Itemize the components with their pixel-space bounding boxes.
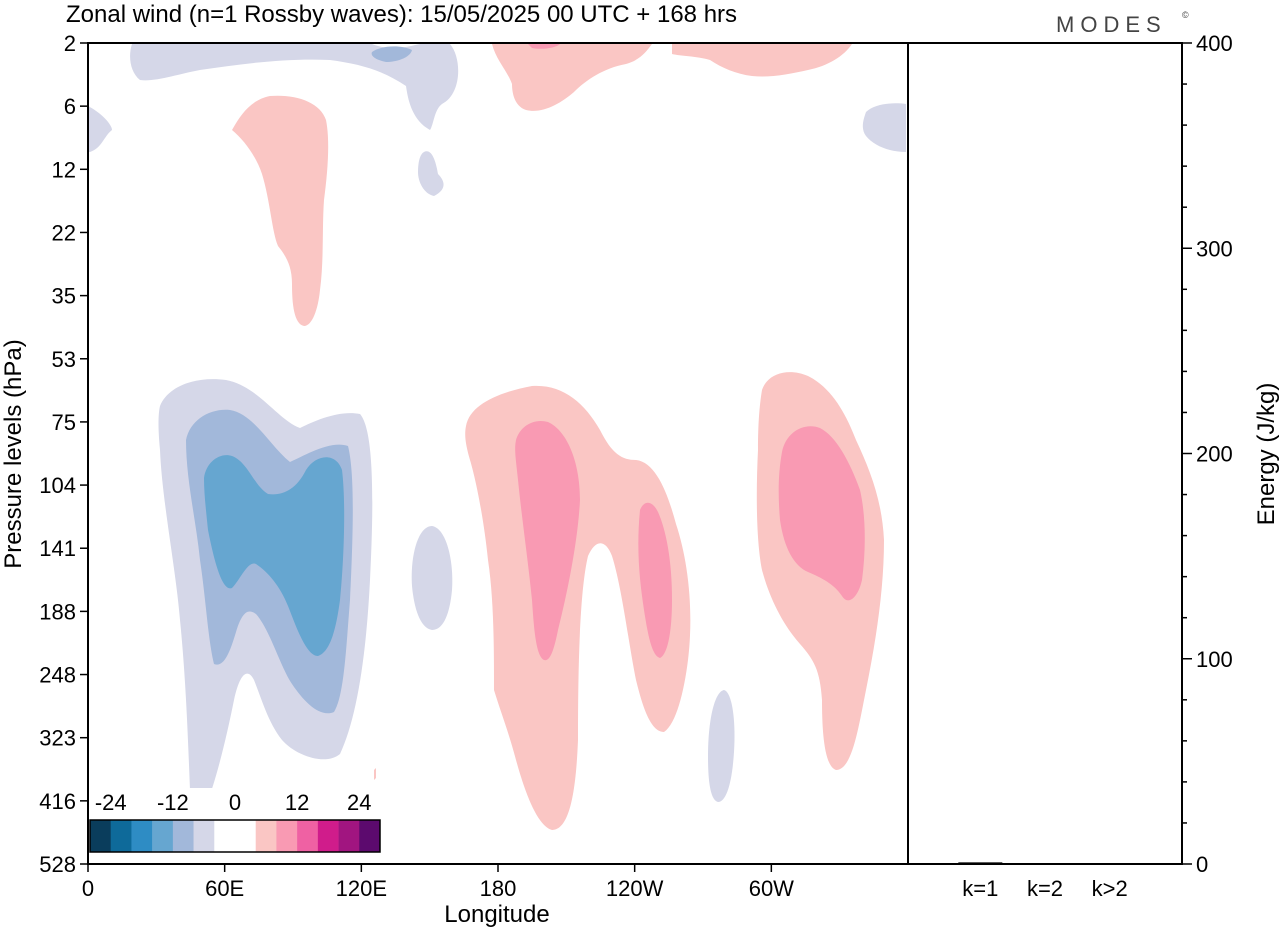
y-tick-label: 528 (39, 852, 76, 877)
energy-bar-k=2 (1023, 863, 1067, 864)
contour-negative-level1 (411, 526, 453, 630)
contour-negative-level1 (130, 44, 459, 130)
x-tick-label: 180 (480, 876, 517, 901)
y-tick-label: 416 (39, 789, 76, 814)
energy-category-label: k=1 (962, 876, 998, 901)
energy-bars: k=1 k=2 k>2 (958, 862, 1132, 901)
energy-bar-k>2 (1087, 863, 1132, 864)
energy-bar-k=1 (958, 862, 1003, 864)
energy-plot-frame (907, 42, 1183, 865)
contour-positive-level1 (374, 768, 376, 780)
contour-positive-level2 (515, 420, 580, 661)
x-tick-label: 0 (82, 876, 94, 901)
y-tick-label: 22 (52, 220, 76, 245)
energy-tick-label: 0 (1196, 852, 1208, 877)
contour-positive-level1 (672, 44, 852, 77)
contour-field (88, 44, 906, 830)
colorbar-swatch (110, 820, 132, 852)
colorbar-swatch (90, 820, 112, 852)
energy-axis: 0 100 200 300 400 (1182, 31, 1233, 877)
y-axis-label: Pressure levels (hPa) (0, 339, 27, 568)
contour-negative-level1 (708, 690, 735, 802)
energy-tick-label: 200 (1196, 442, 1233, 467)
longitude-axis: 0 60E 120E 180 120W 60W (82, 864, 794, 901)
contour-positive-level2 (528, 44, 560, 49)
y-tick-label: 248 (39, 663, 76, 688)
colorbar-swatch (152, 820, 174, 852)
colorbar-swatch (131, 820, 153, 852)
y-tick-label: 188 (39, 599, 76, 624)
colorbar-swatch (235, 820, 257, 852)
y-tick-label: 104 (39, 473, 76, 498)
logo-copyright-mark: © (1182, 10, 1189, 20)
colorbar-border (89, 819, 381, 853)
colorbar-label: -24 (95, 790, 127, 815)
colorbar-label: 24 (347, 790, 371, 815)
energy-tick-label: 400 (1196, 31, 1233, 56)
colorbar-swatch (276, 820, 298, 852)
contour-negative-level1 (88, 106, 112, 152)
contour-positive-level2 (778, 426, 865, 601)
colorbar-swatch (359, 820, 381, 852)
y-tick-label: 35 (52, 284, 76, 309)
colorbar-swatch (172, 820, 194, 852)
y-tick-label: 6 (64, 94, 76, 119)
y-tick-label: 323 (39, 726, 76, 751)
y-tick-label: 141 (39, 536, 76, 561)
energy-category-label: k>2 (1092, 876, 1128, 901)
energy-axis-label: Energy (J/kg) (1253, 383, 1280, 526)
y-tick-label: 75 (52, 410, 76, 435)
colorbar-label: 0 (229, 790, 241, 815)
contour-negative-level1 (862, 103, 906, 152)
contour-negative-level3 (204, 455, 345, 656)
energy-tick-label: 100 (1196, 647, 1233, 672)
colorbar-label: -12 (157, 790, 189, 815)
contour-positive-level2 (638, 502, 672, 658)
colorbar-swatch (255, 820, 277, 852)
x-tick-label: 120W (606, 876, 664, 901)
pressure-axis: 2 6 12 22 35 53 75 104 141 188 248 323 416 528 (39, 31, 88, 877)
contour-negative-level2 (371, 46, 412, 62)
colorbar-swatch (317, 820, 339, 852)
colorbar-swatch (193, 820, 215, 852)
x-tick-label: 120E (336, 876, 387, 901)
energy-category-label: k=2 (1027, 876, 1063, 901)
y-tick-label: 2 (64, 31, 76, 56)
x-tick-label: 60W (749, 876, 794, 901)
colorbar-swatch (297, 820, 319, 852)
x-axis-label: Longitude (444, 901, 549, 928)
colorbar-label: 12 (285, 790, 309, 815)
colorbar-swatch (338, 820, 360, 852)
energy-tick-label: 300 (1196, 236, 1233, 261)
modes-logo: MODES (1056, 12, 1167, 37)
colorbar-swatch (214, 820, 236, 852)
contour-negative-level1 (418, 151, 444, 196)
contour-positive-level1 (232, 95, 329, 326)
y-tick-label: 12 (52, 157, 76, 182)
y-tick-label: 53 (52, 347, 76, 372)
contour-positive-level1 (492, 44, 652, 111)
x-tick-label: 60E (205, 876, 244, 901)
chart-title: Zonal wind (n=1 Rossby waves): 15/05/202… (66, 1, 737, 28)
colorbar-legend: -24 -12 0 12 24 (88, 788, 384, 856)
